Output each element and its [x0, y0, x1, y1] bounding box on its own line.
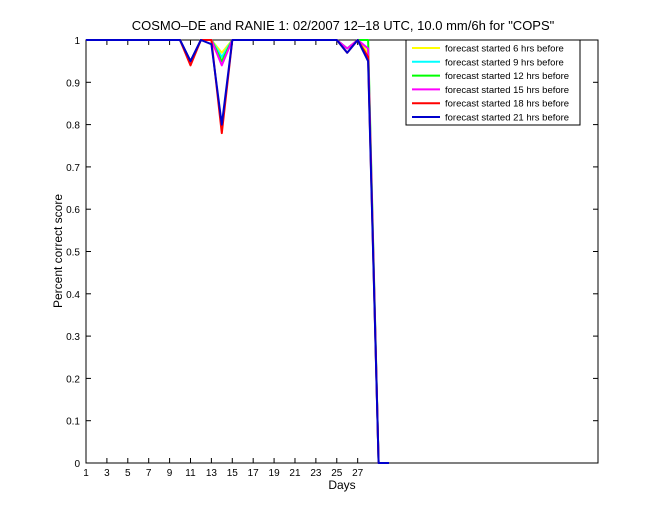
legend-label-5: forecast started 18 hrs before [445, 99, 569, 110]
x-tick-label: 15 [227, 468, 239, 479]
x-tick-label: 23 [310, 468, 322, 479]
y-tick-label: 0 [74, 459, 80, 470]
series-line-6 [86, 39, 389, 464]
x-tick-label: 3 [104, 468, 110, 479]
x-axis-ticks: 1 3 5 7 9 11 13 15 17 19 21 23 25 27 [83, 40, 364, 479]
x-axis-label: Days [328, 478, 355, 492]
x-tick-label: 13 [206, 468, 218, 479]
x-tick-label: 7 [146, 468, 152, 479]
legend-label-6: forecast started 21 hrs before [445, 113, 569, 124]
y-tick-label: 0.3 [66, 332, 80, 343]
x-tick-label: 1 [83, 468, 89, 479]
y-tick-label: 0.1 [66, 417, 80, 428]
x-tick-label: 11 [185, 468, 196, 479]
x-tick-label: 19 [269, 468, 281, 479]
y-tick-label: 0.8 [66, 121, 80, 132]
series-lines [86, 39, 389, 464]
y-tick-label: 0.2 [66, 374, 80, 385]
y-tick-label: 0.5 [66, 248, 80, 259]
x-tick-label: 21 [289, 468, 301, 479]
x-tick-label: 5 [125, 468, 131, 479]
y-tick-label: 0.7 [66, 163, 80, 174]
x-tick-label: 25 [331, 468, 343, 479]
y-axis-label: Percent correct score [51, 194, 65, 308]
legend-label-1: forecast started 6 hrs before [445, 44, 564, 55]
chart-title: COSMO–DE and RANIE 1: 02/2007 12–18 UTC,… [132, 18, 555, 33]
legend-label-3: forecast started 12 hrs before [445, 71, 569, 82]
y-tick-label: 0.4 [66, 290, 80, 301]
y-tick-label: 0.9 [66, 78, 80, 89]
y-axis-ticks: 0 0.1 0.2 0.3 0.4 0.5 0.6 0.7 0.8 0.9 1 [66, 36, 598, 470]
legend-items: forecast started 6 hrs before forecast st… [412, 44, 569, 124]
y-tick-label: 0.6 [66, 205, 80, 216]
x-tick-label: 9 [167, 468, 173, 479]
legend: forecast started 6 hrs before forecast st… [405, 39, 581, 126]
x-tick-label: 17 [248, 468, 260, 479]
legend-label-2: forecast started 9 hrs before [445, 57, 564, 68]
y-tick-label: 1 [74, 36, 80, 47]
legend-label-4: forecast started 15 hrs before [445, 85, 569, 96]
legend-box [405, 39, 581, 126]
x-tick-label: 27 [352, 468, 364, 479]
